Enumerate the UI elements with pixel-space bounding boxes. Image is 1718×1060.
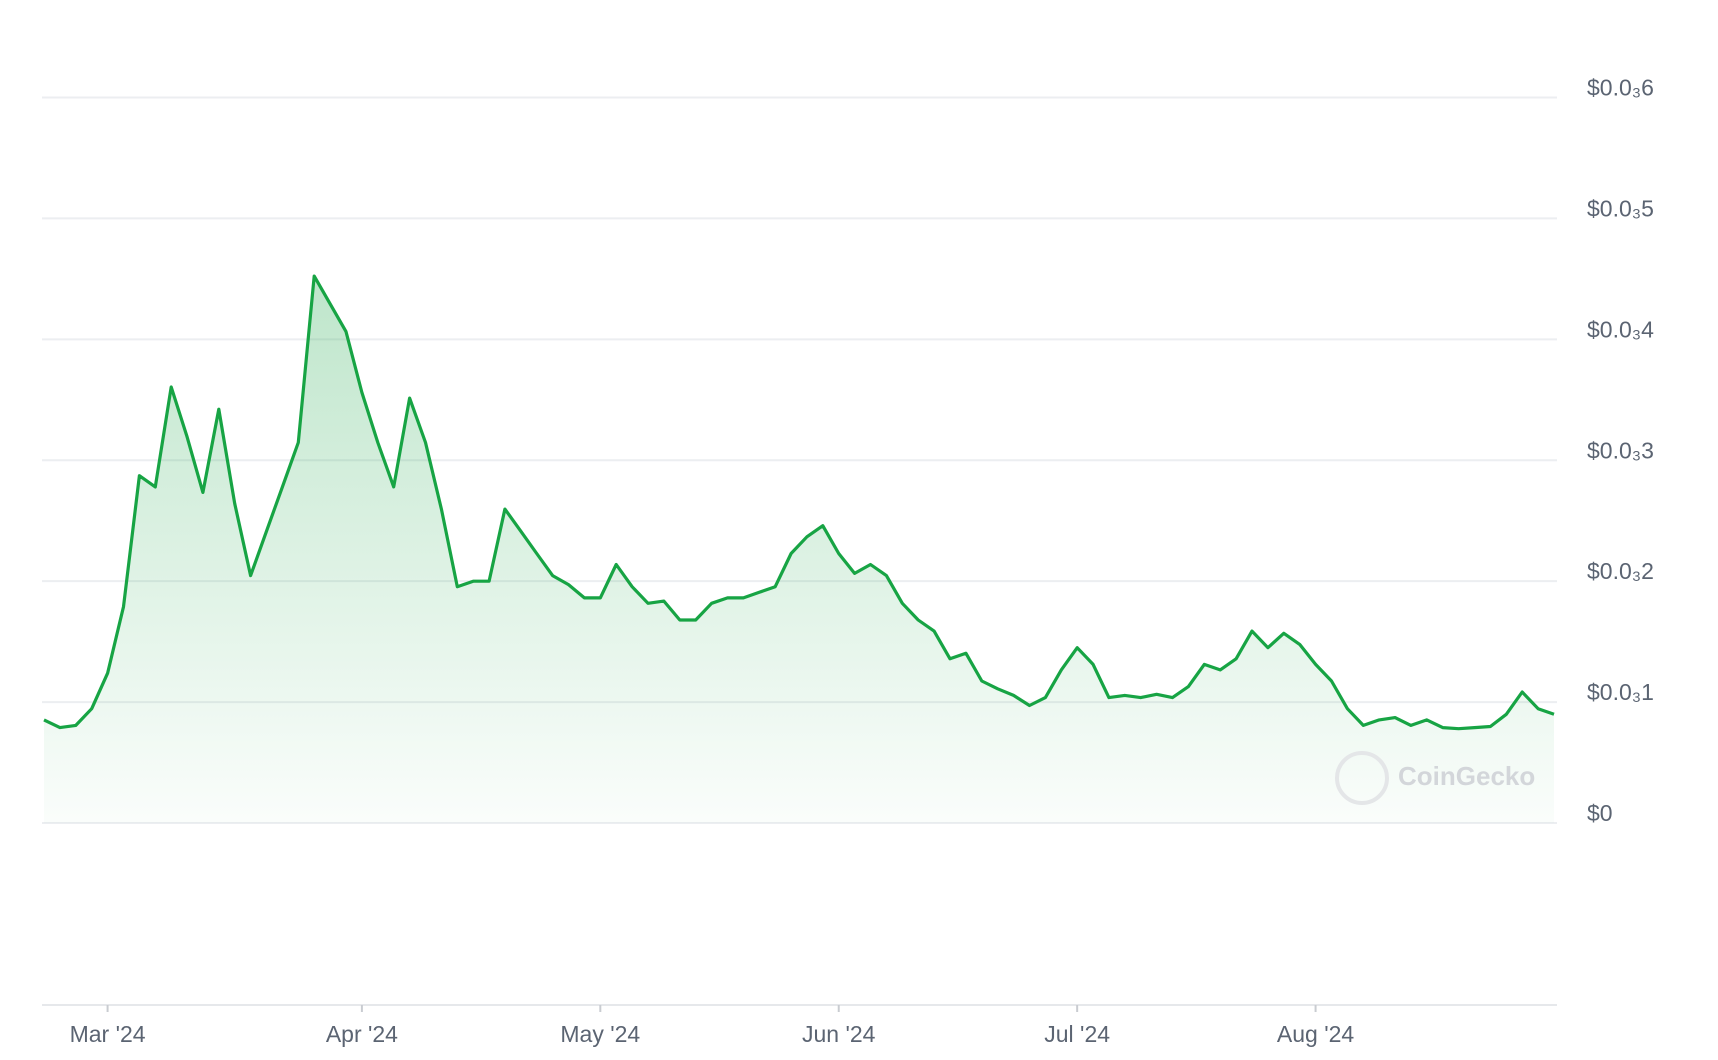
watermark: CoinGecko [1398, 761, 1535, 791]
x-tick-label: Apr '24 [326, 1021, 398, 1047]
price-area [44, 276, 1554, 824]
x-tick-label: Mar '24 [70, 1021, 146, 1047]
y-tick-label: $0.0₃4 [1587, 316, 1654, 342]
x-tick-label: Aug '24 [1277, 1021, 1354, 1047]
x-tick-label: May '24 [560, 1021, 640, 1047]
price-line [43, 274, 1555, 731]
watermark-logo [1335, 751, 1389, 805]
y-tick-label: $0 [1587, 800, 1613, 826]
y-tick-label: $0.0₃1 [1587, 679, 1654, 705]
y-tick-label: $0.0₃2 [1587, 558, 1654, 584]
y-tick-label: $0.0₃5 [1587, 195, 1654, 221]
y-tick-label: $0.0₃6 [1587, 75, 1654, 101]
x-tick-label: Jul '24 [1044, 1021, 1110, 1047]
y-tick-label: $0.0₃3 [1587, 437, 1654, 463]
x-tick-label: Jun '24 [802, 1021, 876, 1047]
